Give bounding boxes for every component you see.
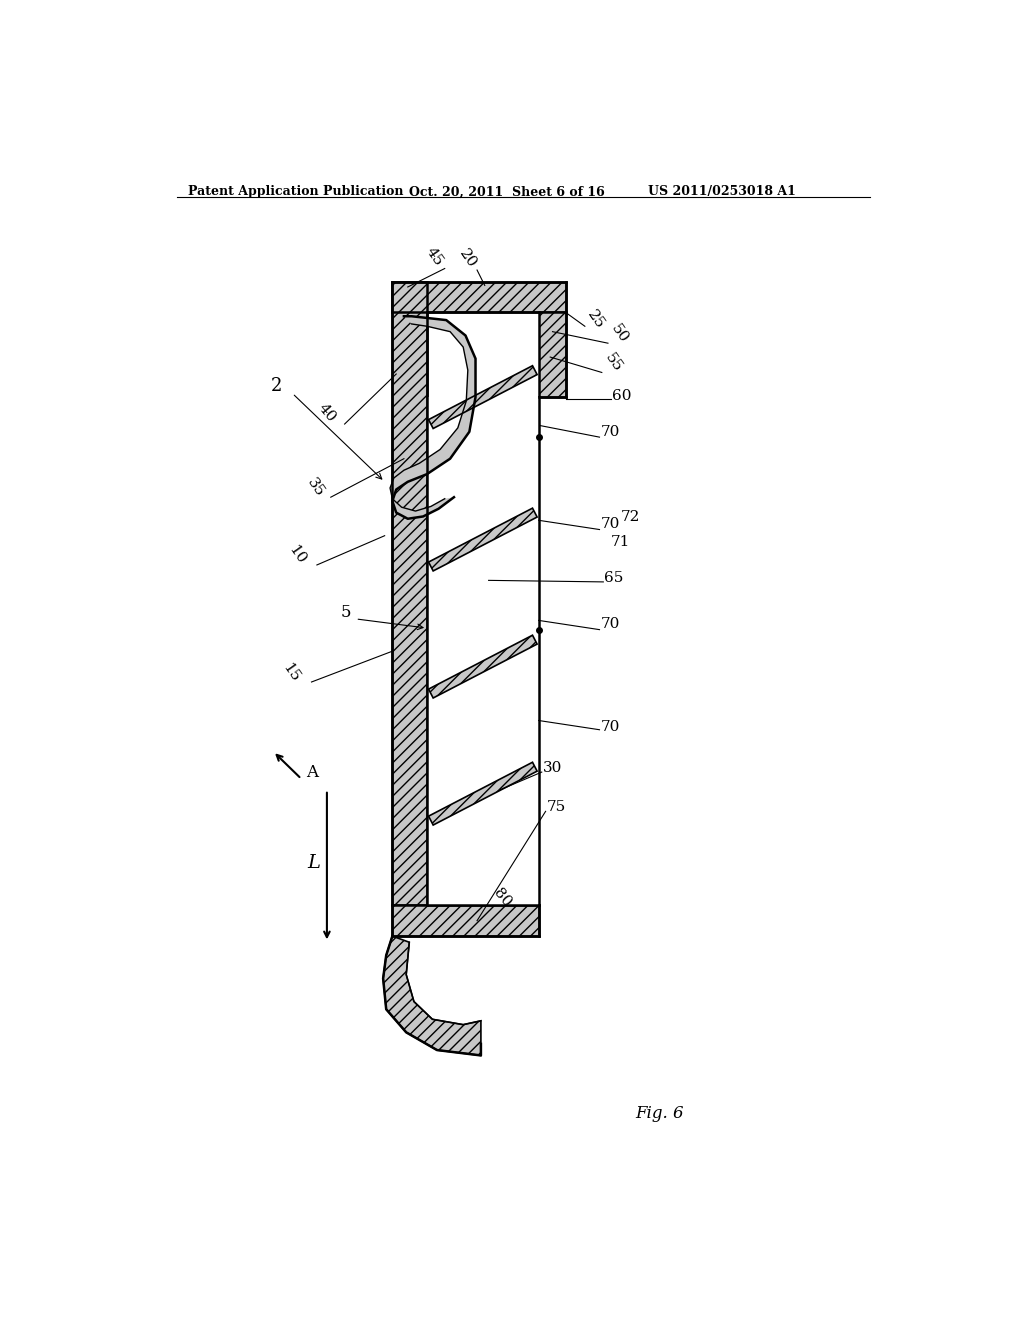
Text: Fig. 6: Fig. 6 xyxy=(635,1105,684,1122)
Text: 35: 35 xyxy=(304,477,327,500)
Text: US 2011/0253018 A1: US 2011/0253018 A1 xyxy=(648,185,796,198)
Text: 55: 55 xyxy=(602,351,625,375)
Text: 15: 15 xyxy=(280,661,302,685)
Text: Patent Application Publication: Patent Application Publication xyxy=(188,185,403,198)
Text: 80: 80 xyxy=(490,886,514,909)
Text: 70: 70 xyxy=(600,618,620,631)
Text: 5: 5 xyxy=(341,605,351,622)
Polygon shape xyxy=(392,281,427,906)
Polygon shape xyxy=(429,762,538,825)
Text: 30: 30 xyxy=(543,762,562,775)
Polygon shape xyxy=(383,936,481,1056)
Polygon shape xyxy=(392,906,539,936)
Polygon shape xyxy=(429,635,538,698)
Text: Oct. 20, 2011  Sheet 6 of 16: Oct. 20, 2011 Sheet 6 of 16 xyxy=(410,185,605,198)
Text: 40: 40 xyxy=(315,400,339,425)
Text: 50: 50 xyxy=(608,322,631,346)
Text: 45: 45 xyxy=(423,246,446,269)
Text: 25: 25 xyxy=(585,308,607,333)
Text: 70: 70 xyxy=(600,425,620,438)
Text: 71: 71 xyxy=(610,535,630,549)
Text: 72: 72 xyxy=(621,511,640,524)
Text: 70: 70 xyxy=(600,719,620,734)
Polygon shape xyxy=(390,317,475,519)
Text: 65: 65 xyxy=(604,572,624,585)
Polygon shape xyxy=(539,313,565,397)
Text: 70: 70 xyxy=(600,517,620,531)
Bar xyxy=(427,397,539,906)
Text: 60: 60 xyxy=(611,388,632,403)
Text: L: L xyxy=(307,854,321,873)
Polygon shape xyxy=(392,281,565,313)
Text: 2: 2 xyxy=(271,376,283,395)
Text: A: A xyxy=(306,764,318,781)
Polygon shape xyxy=(429,366,538,429)
Text: 20: 20 xyxy=(457,247,479,271)
Text: 10: 10 xyxy=(286,543,308,568)
Text: 75: 75 xyxy=(547,800,565,813)
Polygon shape xyxy=(429,508,538,572)
